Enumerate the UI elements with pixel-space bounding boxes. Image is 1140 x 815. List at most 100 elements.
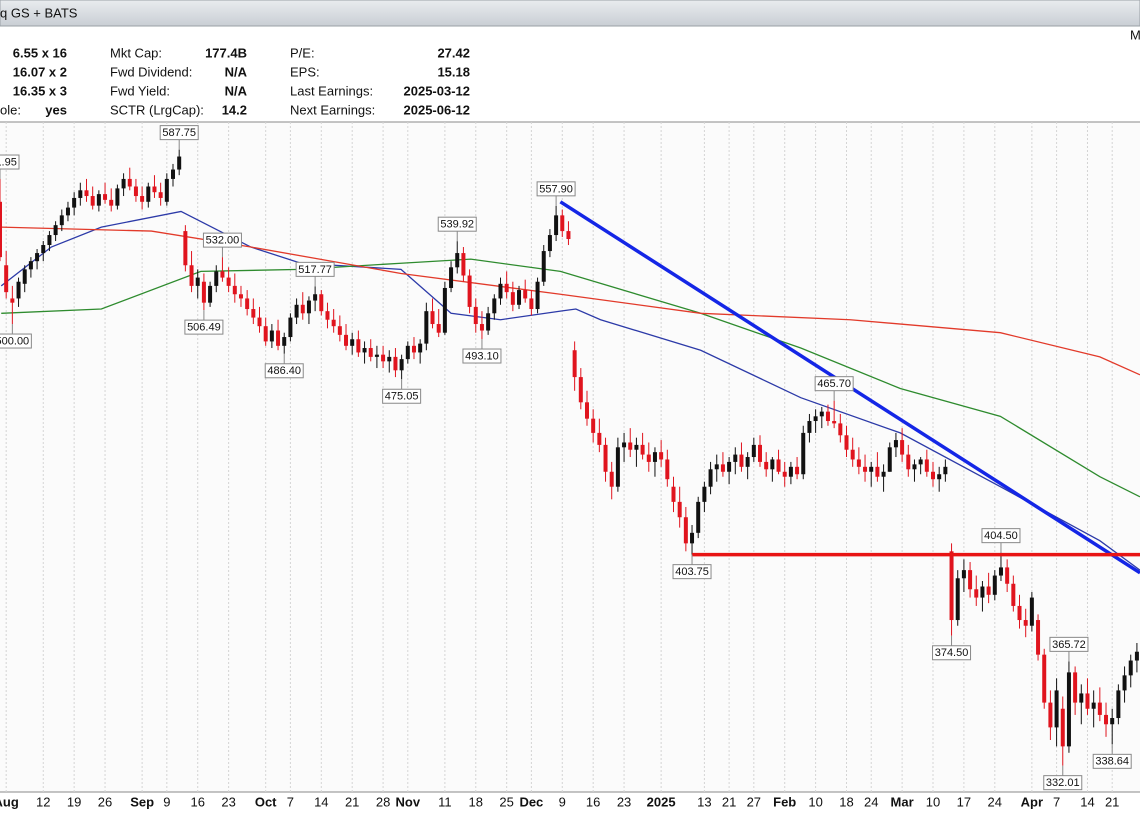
candle-body [727,461,732,472]
field-label: SCTR (LrgCap): [110,102,204,117]
candle-body [856,459,861,467]
candle-body [1104,714,1109,725]
candle-body [59,215,64,226]
candle-body [1073,672,1078,703]
price-label: 332.01 [1046,777,1080,789]
candle-body [986,586,991,595]
candle-body [103,194,108,200]
candle-body [584,402,589,419]
candle-body [634,444,639,450]
candle-body [665,459,670,480]
field-label: Last Earnings: [290,83,373,98]
candle-body [152,186,157,193]
x-tick-label: Aug [0,794,19,809]
candle-body [195,277,200,286]
candle-body [646,454,651,462]
price-label: 539.92 [440,219,474,231]
candle-body [140,196,145,202]
candle-body [436,324,441,333]
candle-body [622,442,627,448]
candle-body [498,283,503,299]
candle-body [918,459,923,465]
candle-body [1128,660,1133,676]
candle-body [1054,690,1059,728]
label-box [202,232,242,248]
candle-body [893,440,898,448]
candle-body [72,197,77,208]
field-value: 15.18 [437,64,470,79]
candle-body [980,586,985,598]
price-label: 532.00 [206,235,240,247]
candle-body [201,281,206,303]
candle-body [1029,597,1034,626]
x-tick-label: 28 [376,794,390,809]
x-tick-label: Apr [1021,794,1043,809]
candle-body [912,464,917,470]
candle-body [597,432,602,445]
x-tick-label: 2025 [647,794,676,809]
x-tick-label: 25 [499,794,513,809]
candle-body [313,294,318,301]
x-tick-label: 13 [697,794,711,809]
x-tick-label: Oct [255,794,277,809]
candle-body [510,292,515,305]
candle-body [764,461,769,470]
candle-body [306,300,311,314]
x-tick-label: 9 [163,794,170,809]
candle-body [825,411,830,422]
candle-body [461,253,466,276]
candle-body [449,267,454,288]
candle-body [566,231,571,240]
candle-body [399,359,404,371]
candle-body [677,501,682,518]
candle-body [714,464,719,470]
candle-body [1116,690,1121,719]
candle-body [65,207,70,216]
candle-body [1110,718,1115,725]
candle-body [535,281,540,310]
candle-body [362,348,367,353]
field-value: N/A [225,64,248,79]
candle-body [770,459,775,470]
candle-body [245,298,250,310]
candle-body [541,251,546,282]
candle-body [263,326,268,342]
candle-body [739,454,744,467]
candle-body [906,454,911,470]
x-tick-label: 24 [864,794,878,809]
x-tick-label: 21 [1105,794,1119,809]
field-value: 14.2 [222,102,247,117]
x-tick-label: 7 [287,794,294,809]
field-label: P/E: [290,45,315,60]
candle-body [442,287,447,333]
x-tick-label: 7 [1053,794,1060,809]
x-tick-label: 10 [808,794,822,809]
candle-body [220,271,225,278]
candle-body [251,309,256,318]
candle-body [1023,620,1028,626]
candle-body [578,377,583,403]
candle-body [35,253,40,262]
candle-body [479,324,484,331]
candle-body [615,447,620,487]
price-label: 486.40 [267,365,301,377]
candle-body [640,444,645,455]
x-tick-label: 27 [747,794,761,809]
price-label: 493.10 [465,350,499,362]
candle-body [591,418,596,433]
x-tick-label: 23 [221,794,235,809]
x-tick-label: 14 [314,794,328,809]
x-tick-label: 18 [469,794,483,809]
candle-body [492,298,497,314]
candle-body [288,317,293,338]
candle-body [819,411,824,417]
candle-body [517,290,522,305]
candle-body [282,337,287,346]
price-label: 506.49 [187,322,221,334]
candle-body [529,298,534,310]
candle-body [968,570,973,590]
candle-body [628,442,633,450]
price-label: 500.00 [0,335,29,347]
field-value: yes [45,102,67,117]
x-tick-label: 11 [438,794,452,809]
